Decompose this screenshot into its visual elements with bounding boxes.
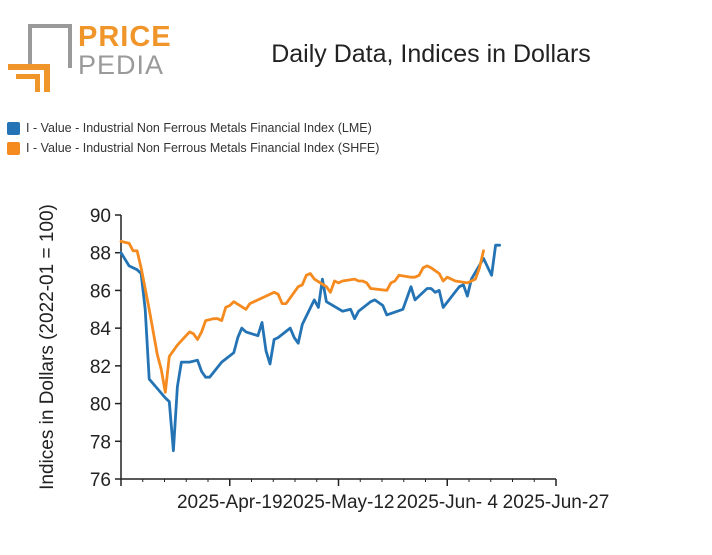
series-line-shfe[interactable] xyxy=(119,240,485,394)
y-tick-label: 84 xyxy=(90,319,112,340)
y-tick-label: 80 xyxy=(90,395,111,416)
y-tick-label: 88 xyxy=(90,244,111,265)
logo-text-pedia: PEDIA xyxy=(78,50,165,80)
y-tick-label: 82 xyxy=(90,357,111,378)
pricepedia-logo: PRICE PEDIA xyxy=(8,22,171,94)
series-line-lme[interactable] xyxy=(119,243,501,453)
legend-item-lme[interactable]: I - Value - Industrial Non Ferrous Metal… xyxy=(7,118,379,138)
y-tick-label: 86 xyxy=(90,281,111,302)
chart-title: Daily Data, Indices in Dollars xyxy=(271,40,591,68)
legend-item-shfe[interactable]: I - Value - Industrial Non Ferrous Metal… xyxy=(7,138,379,158)
legend: I - Value - Industrial Non Ferrous Metal… xyxy=(7,118,379,158)
legend-swatch-lme xyxy=(7,121,20,135)
x-tick-label: 2025-May-12 xyxy=(283,492,395,513)
logo-mark xyxy=(8,24,72,92)
legend-label-lme: I - Value - Industrial Non Ferrous Metal… xyxy=(26,121,372,135)
y-axis-title: Indices in Dollars (2022-01 = 100) xyxy=(37,204,58,490)
series-layer xyxy=(119,240,501,453)
legend-label-shfe: I - Value - Industrial Non Ferrous Metal… xyxy=(26,141,380,155)
y-tick-label: 90 xyxy=(90,206,111,227)
x-tick-label: 2025-Jun-27 xyxy=(503,492,610,513)
y-tick-label: 76 xyxy=(90,470,111,491)
x-tick-label: 2025-Apr-19 xyxy=(177,492,283,513)
legend-swatch-shfe xyxy=(7,141,20,155)
logo-text-price: PRICE xyxy=(78,21,172,53)
y-tick-label: 78 xyxy=(90,432,111,453)
x-tick-label: 2025-Jun- 4 xyxy=(397,492,499,513)
